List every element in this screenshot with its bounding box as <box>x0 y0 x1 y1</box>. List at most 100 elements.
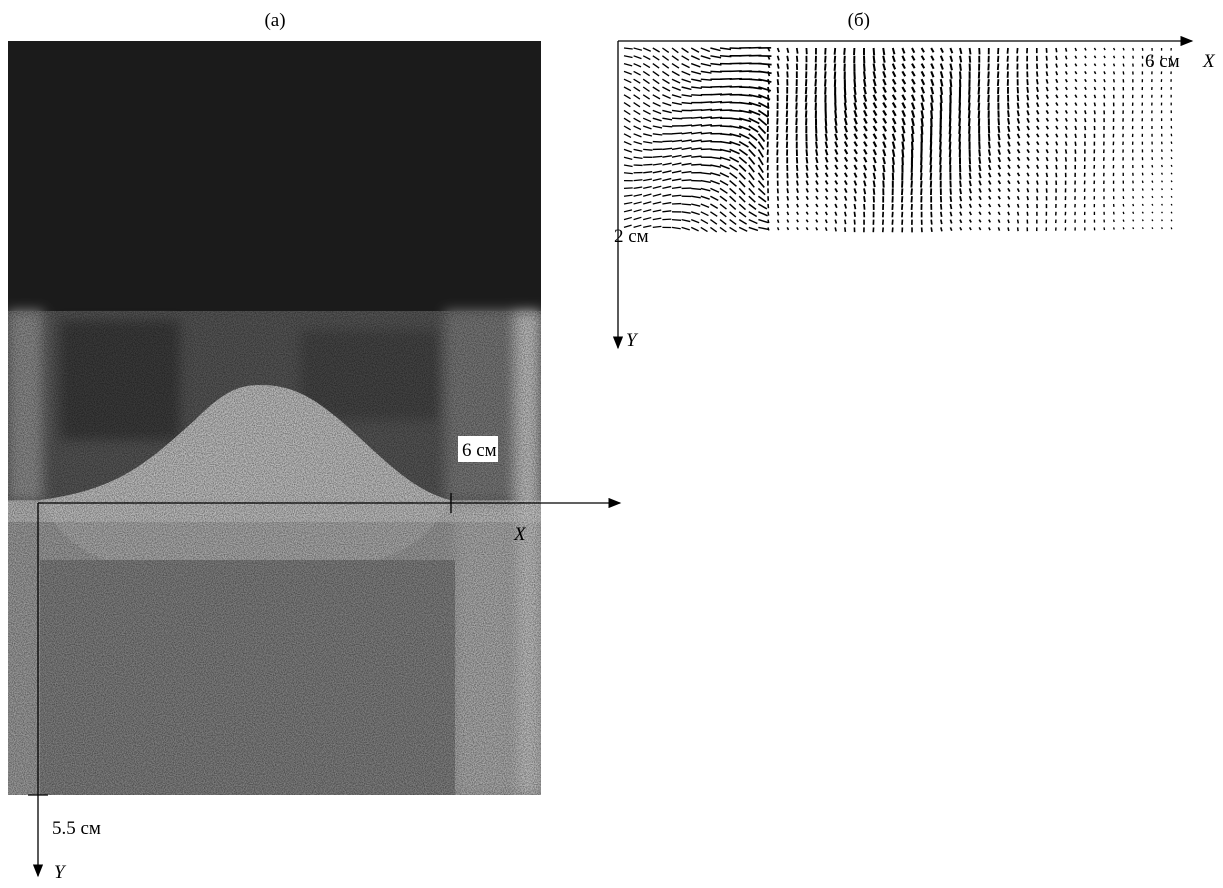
vector <box>1008 118 1009 124</box>
vector <box>662 118 672 120</box>
vector <box>1094 48 1095 50</box>
vector <box>941 71 943 78</box>
vector <box>1162 188 1163 190</box>
vector <box>979 188 981 192</box>
vector <box>1046 173 1047 177</box>
vector <box>758 149 763 157</box>
vector <box>931 165 932 172</box>
vector <box>682 220 691 222</box>
vector <box>1094 71 1095 73</box>
vector <box>787 48 788 53</box>
vector <box>970 165 971 172</box>
vector <box>845 188 847 192</box>
vector <box>1018 95 1019 101</box>
vector <box>739 188 745 194</box>
vector <box>864 188 865 194</box>
vector <box>845 204 846 208</box>
vector <box>835 220 836 224</box>
vector <box>634 71 641 75</box>
vector <box>682 212 691 213</box>
vector <box>969 95 970 103</box>
vector <box>816 165 818 170</box>
vector <box>1056 173 1057 177</box>
vector <box>883 56 885 63</box>
vector <box>1104 71 1105 74</box>
vector <box>854 204 855 209</box>
vector <box>653 186 662 188</box>
vector <box>1094 95 1095 98</box>
vector <box>1171 142 1172 144</box>
vector <box>1075 110 1076 113</box>
vector <box>969 118 970 126</box>
vector <box>672 79 680 83</box>
vector <box>672 220 681 221</box>
vector <box>624 195 633 196</box>
vector <box>634 56 642 59</box>
vector <box>682 64 690 68</box>
vector <box>624 149 632 152</box>
vector <box>826 126 827 133</box>
vector <box>912 48 914 53</box>
vector <box>739 157 746 163</box>
vector <box>701 188 710 190</box>
vector <box>1066 142 1067 146</box>
vector <box>902 204 903 210</box>
vector <box>1066 79 1068 82</box>
vector <box>710 188 719 192</box>
vector <box>1094 87 1095 90</box>
vector <box>730 165 738 170</box>
vector <box>1162 196 1163 197</box>
vector <box>643 164 652 165</box>
vector <box>921 188 922 195</box>
vector <box>749 142 756 149</box>
vector <box>1123 204 1124 207</box>
vector <box>874 103 877 108</box>
vector <box>720 188 727 193</box>
vector <box>691 71 701 74</box>
vector <box>643 110 650 114</box>
vector <box>844 56 845 63</box>
vector <box>1171 173 1172 175</box>
photo <box>8 41 541 795</box>
vector <box>643 118 651 121</box>
vector <box>778 204 779 208</box>
vector <box>1075 79 1077 82</box>
vector <box>672 71 680 75</box>
vector <box>787 56 788 61</box>
vector <box>1056 142 1057 146</box>
vector <box>730 220 737 225</box>
vector <box>1114 48 1115 50</box>
vector <box>922 87 924 93</box>
vector <box>883 181 884 188</box>
vector <box>874 149 876 155</box>
vector <box>960 181 961 187</box>
vector <box>701 109 712 110</box>
vector <box>835 126 837 133</box>
vector <box>1027 181 1028 185</box>
vector <box>634 149 643 151</box>
vector <box>989 142 990 149</box>
vector <box>902 79 905 84</box>
vector <box>1037 149 1039 152</box>
vector <box>835 56 836 63</box>
vector <box>682 71 691 75</box>
vector <box>1046 64 1047 69</box>
vector <box>1085 79 1086 82</box>
vector <box>1008 204 1009 207</box>
vector <box>960 64 961 71</box>
vector <box>691 204 700 206</box>
vector <box>806 103 807 110</box>
vector <box>1171 149 1172 151</box>
vector <box>653 64 659 68</box>
vector <box>816 212 818 215</box>
vector <box>864 95 866 102</box>
vector <box>624 202 632 204</box>
vector <box>1066 64 1067 67</box>
vector <box>787 134 788 140</box>
vector <box>749 134 757 141</box>
vector <box>1171 157 1172 159</box>
vector <box>749 173 754 180</box>
vector <box>854 188 856 193</box>
vector <box>797 173 798 178</box>
vector <box>1114 87 1115 90</box>
